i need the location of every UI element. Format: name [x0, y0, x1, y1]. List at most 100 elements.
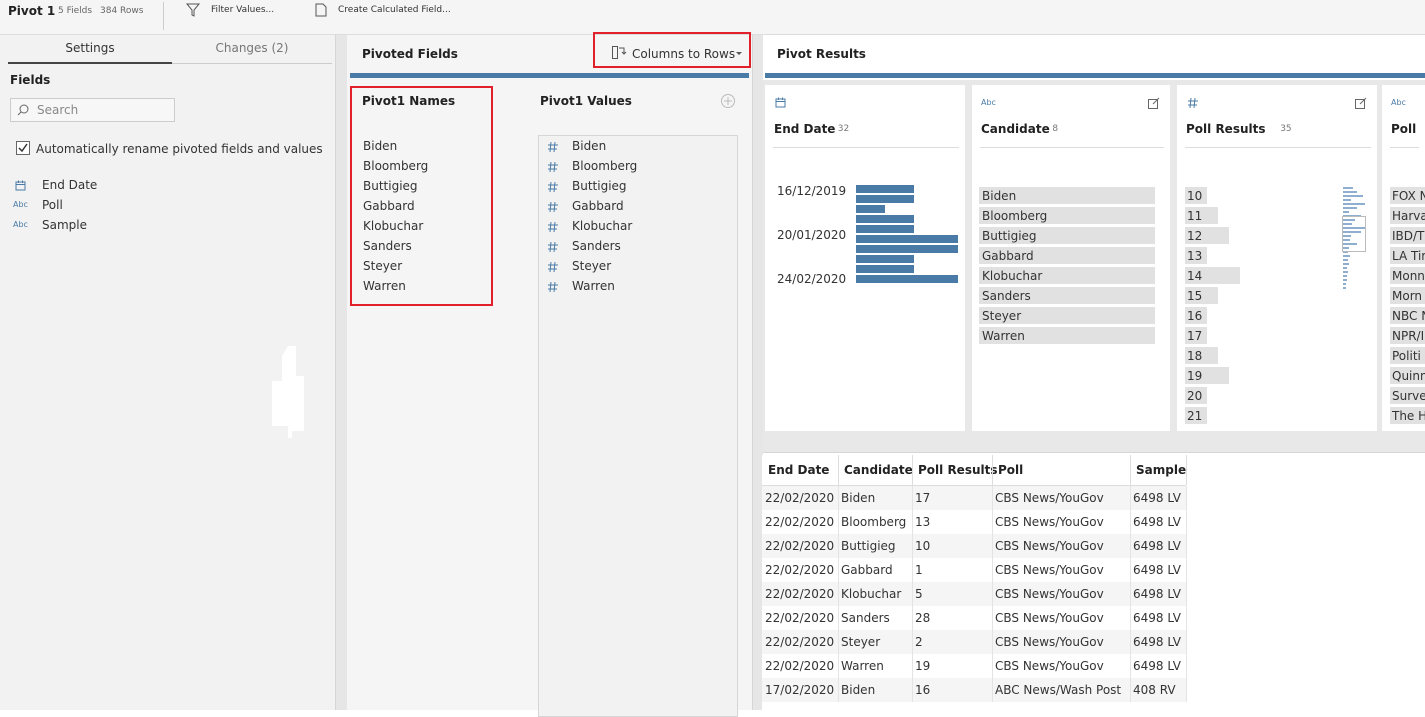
- pivot-name: Biden: [363, 140, 397, 152]
- cell: Steyer: [841, 636, 880, 648]
- column-rule: [838, 654, 839, 678]
- column-rule: [1130, 582, 1131, 606]
- bar-label: 16: [1187, 310, 1202, 322]
- card-rule: [1390, 147, 1419, 148]
- cell: 408 RV: [1133, 684, 1176, 696]
- cell: Gabbard: [841, 564, 893, 576]
- cell: CBS News/YouGov: [995, 516, 1104, 528]
- column-rule: [992, 606, 993, 630]
- column-rule: [1130, 606, 1131, 630]
- column-rule: [992, 654, 993, 678]
- checkbox[interactable]: [16, 141, 30, 155]
- mini-hist: [1343, 199, 1351, 201]
- card-count: 35: [1280, 125, 1291, 134]
- column-rule: [1186, 654, 1187, 678]
- column-rule: [992, 534, 993, 558]
- step-title: Pivot 1: [8, 5, 55, 17]
- column-rule: [838, 510, 839, 534]
- cell: 22/02/2020: [765, 612, 834, 624]
- number-icon: [547, 181, 559, 193]
- field-name[interactable]: Poll: [42, 199, 63, 211]
- column-rule: [912, 558, 913, 582]
- cell: 6498 LV: [1133, 612, 1181, 624]
- cell: Warren: [841, 660, 884, 672]
- pivot-name: Klobuchar: [363, 220, 423, 232]
- column-rule: [838, 486, 839, 510]
- bar: [856, 265, 914, 273]
- edit-icon[interactable]: [1148, 97, 1160, 109]
- column-rule: [912, 510, 913, 534]
- settings-tab[interactable]: Settings: [8, 42, 172, 54]
- number-icon: [547, 221, 559, 233]
- bar-label: Politi: [1392, 350, 1421, 362]
- add-button[interactable]: [721, 94, 735, 108]
- cell: CBS News/YouGov: [995, 540, 1104, 552]
- bar-label: Monn: [1392, 270, 1425, 282]
- cell: 19: [915, 660, 930, 672]
- filter-button[interactable]: Filter Values...: [211, 6, 274, 15]
- card-rule: [980, 147, 1164, 148]
- column-rule: [1186, 582, 1187, 606]
- axis-label: 20/01/2020: [777, 229, 846, 241]
- changes-tab[interactable]: Changes (2): [172, 42, 332, 54]
- mini-hist: [1343, 263, 1349, 265]
- column-rule: [912, 678, 913, 702]
- column-rule: [1186, 678, 1187, 702]
- bar-label: 19: [1187, 370, 1202, 382]
- column-rule: [1130, 486, 1131, 510]
- column-header: Poll Results: [918, 464, 998, 476]
- bar-label: Quinn: [1392, 370, 1425, 382]
- column-rule: [992, 630, 993, 654]
- bar-label: 11: [1187, 210, 1202, 222]
- bar: [856, 205, 885, 213]
- cell: 1: [915, 564, 923, 576]
- separator: [163, 2, 164, 30]
- number-icon: [547, 241, 559, 253]
- checkbox-label[interactable]: Automatically rename pivoted fields and …: [36, 143, 323, 155]
- cell: 22/02/2020: [765, 540, 834, 552]
- cell: Buttigieg: [841, 540, 896, 552]
- bar-label: NBC N: [1392, 310, 1425, 322]
- card-count: 32: [838, 125, 849, 134]
- cell: CBS News/YouGov: [995, 564, 1104, 576]
- bar-label: 14: [1187, 270, 1202, 282]
- cell: 28: [915, 612, 930, 624]
- bar: [856, 245, 958, 253]
- mini-hist: [1343, 287, 1346, 289]
- bar: [856, 275, 958, 283]
- mini-hist: [1343, 211, 1349, 213]
- mini-hist: [1343, 271, 1348, 273]
- bar-label: Gabbard: [982, 250, 1034, 262]
- card-name: Poll: [1391, 123, 1416, 135]
- cell: 6498 LV: [1133, 516, 1181, 528]
- column-rule: [838, 630, 839, 654]
- column-rule: [912, 654, 913, 678]
- edit-icon[interactable]: [1355, 97, 1367, 109]
- bar-label: 12: [1187, 230, 1202, 242]
- pivot-type-dropdown[interactable]: Columns to Rows: [632, 48, 735, 60]
- field-name[interactable]: End Date: [42, 179, 97, 191]
- bar-label: Klobuchar: [982, 270, 1042, 282]
- axis-label: 24/02/2020: [777, 273, 846, 285]
- mini-hist: [1343, 191, 1357, 193]
- profile-card: AbcPollFOX NHarvaIBD/TLA TirMonnMornNBC …: [1382, 85, 1425, 431]
- bar-label: NPR/I: [1392, 330, 1424, 342]
- panel-title: Pivot Results: [777, 48, 866, 60]
- cell: CBS News/YouGov: [995, 492, 1104, 504]
- bar-label: Buttigieg: [982, 230, 1037, 242]
- search-box[interactable]: [10, 98, 175, 122]
- pivot-name: Buttigieg: [363, 180, 418, 192]
- tab-rule: [172, 63, 332, 64]
- cell: 6498 LV: [1133, 588, 1181, 600]
- pivot-value: Steyer: [572, 260, 611, 272]
- calc-button[interactable]: Create Calculated Field...: [338, 6, 451, 15]
- pivot-name: Steyer: [363, 260, 402, 272]
- column-rule: [912, 486, 913, 510]
- bar-label: 21: [1187, 410, 1202, 422]
- column-rule: [838, 606, 839, 630]
- column-header: End Date: [768, 464, 829, 476]
- cell: 22/02/2020: [765, 588, 834, 600]
- column-rule: [838, 582, 839, 606]
- cell: Klobuchar: [841, 588, 901, 600]
- field-name[interactable]: Sample: [42, 219, 87, 231]
